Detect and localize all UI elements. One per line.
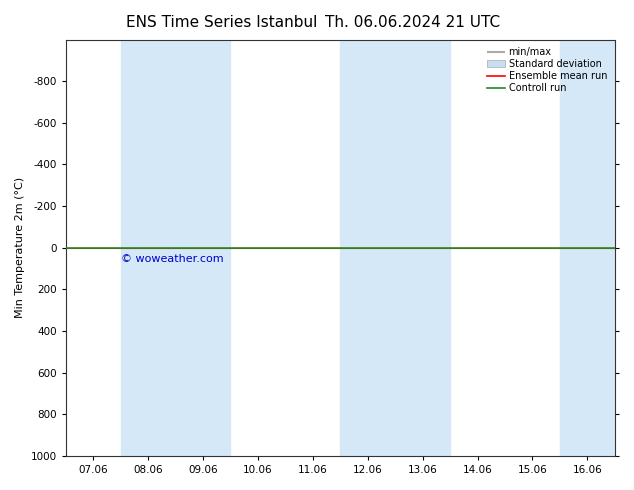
Y-axis label: Min Temperature 2m (°C): Min Temperature 2m (°C): [15, 177, 25, 318]
Text: © woweather.com: © woweather.com: [120, 254, 223, 264]
Legend: min/max, Standard deviation, Ensemble mean run, Controll run: min/max, Standard deviation, Ensemble me…: [484, 45, 610, 96]
Bar: [120, 40, 230, 456]
Bar: [340, 40, 450, 456]
Text: Th. 06.06.2024 21 UTC: Th. 06.06.2024 21 UTC: [325, 15, 500, 30]
Text: ENS Time Series Istanbul: ENS Time Series Istanbul: [126, 15, 318, 30]
Bar: [560, 40, 615, 456]
